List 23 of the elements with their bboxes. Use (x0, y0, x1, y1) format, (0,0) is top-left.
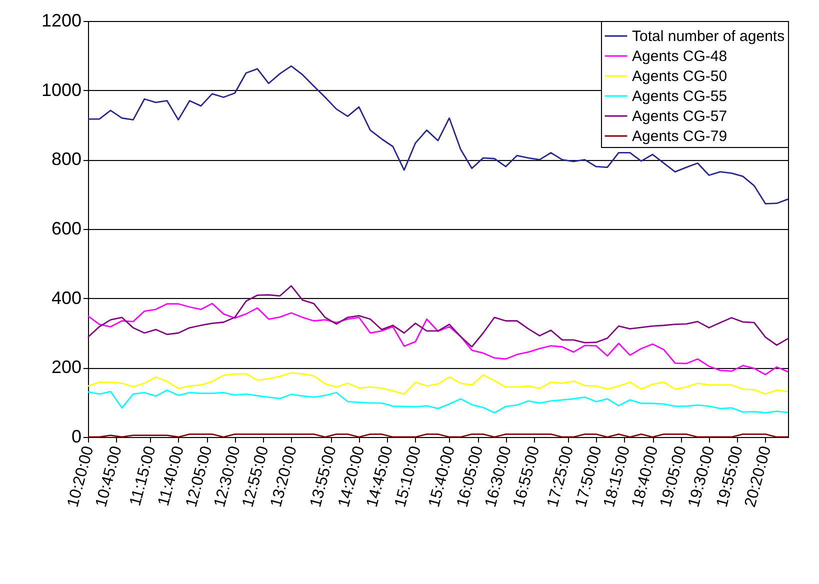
x-tick-label: 17:50:00 (572, 444, 606, 509)
y-tick-label: 1000 (41, 80, 82, 100)
legend-label: Agents CG-50 (632, 68, 728, 85)
x-tick-label: 11:15:00 (127, 444, 160, 508)
legend-label: Total number of agents (632, 28, 785, 45)
line-series (87, 285, 789, 348)
x-tick-label: 13:20:00 (268, 444, 300, 509)
legend-label: Agents CG-48 (632, 48, 728, 65)
line-series (87, 372, 789, 395)
x-tick-label: 13:55:00 (307, 444, 340, 509)
y-tick-label: 600 (51, 218, 82, 238)
line-series (87, 302, 789, 376)
y-tick-label: 1200 (41, 10, 82, 30)
legend-label: Agents CG-57 (632, 108, 728, 125)
y-tick-label: 200 (51, 357, 82, 378)
y-tick-label: 0 (71, 426, 82, 446)
x-tick-label: 20:20:00 (742, 444, 775, 509)
y-tick-label: 400 (51, 288, 82, 308)
line-series (87, 65, 789, 204)
y-tick-label: 800 (51, 149, 82, 170)
legend-label: Agents CG-79 (632, 128, 728, 145)
legend-label: Agents CG-55 (632, 88, 728, 105)
line-series (87, 390, 789, 414)
